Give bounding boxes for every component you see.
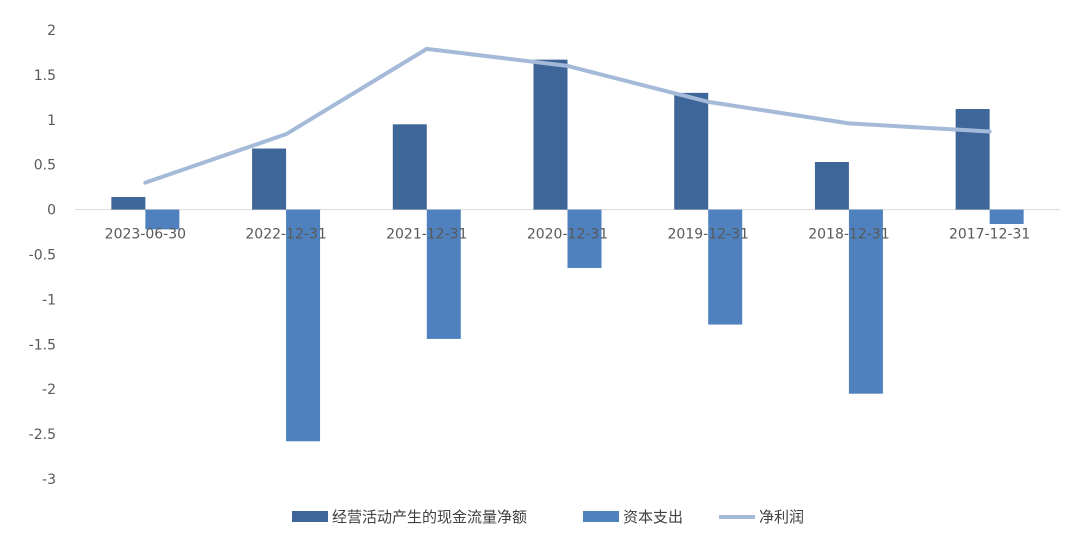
legend-label: 净利润 [759,508,804,526]
legend-operating-cash-flow: 经营活动产生的现金流量净额 [292,508,527,526]
x-tick-label: 2018-12-31 [808,227,889,243]
operating-cash-flow-bar [814,162,849,210]
legend-label: 资本支出 [623,508,683,526]
operating-cash-flow-bar [674,92,709,210]
capex-bar [848,209,883,394]
legend-label: 经营活动产生的现金流量净额 [332,508,527,526]
capex-bar [989,209,1024,224]
bars [111,59,1024,442]
legend-swatch [292,511,328,522]
legend-swatch [583,511,619,522]
y-tick-label: 0.5 [34,158,56,174]
capex-bar [567,209,602,268]
y-tick-label: -3 [42,472,56,488]
y-tick-label: 1.5 [34,68,56,84]
legend-net-profit: 净利润 [719,508,804,526]
x-tick-label: 2020-12-31 [527,227,608,243]
x-tick-label: 2017-12-31 [949,227,1030,243]
y-tick-label: 0 [47,203,56,219]
y-tick-label: -1.5 [29,337,56,353]
operating-cash-flow-bar [111,197,146,210]
capex-bar [286,209,321,442]
y-tick-label: -0.5 [29,248,56,264]
y-tick-label: 2 [47,23,56,39]
y-tick-label: -2 [42,382,56,398]
y-tick-label: -1 [42,292,56,308]
operating-cash-flow-bar [533,59,568,210]
operating-cash-flow-bar [392,124,427,210]
x-tick-label: 2022-12-31 [245,227,326,243]
net-profit-line-series [143,46,992,185]
legend-capex: 资本支出 [583,508,683,526]
x-axis-tick-labels: 2023-06-30 2022-12-31 2021-12-31 2020-12-31… [105,227,1031,243]
x-tick-label: 2019-12-31 [668,227,749,243]
x-tick-label: 2023-06-30 [105,227,186,243]
y-axis-tick-labels: 2 1.5 1 0.5 0 -0.5 -1 -1.5 -2 -2.5 -3 [29,23,56,488]
operating-cash-flow-bar [955,109,990,210]
capex-bar [145,209,180,230]
y-tick-label: 1 [47,113,56,129]
capex-bar [426,209,461,339]
net-profit-line [143,46,992,185]
operating-cash-flow-bar [252,148,287,210]
y-tick-label: -2.5 [29,427,56,443]
legend: 经营活动产生的现金流量净额 资本支出 净利润 [292,508,804,526]
x-tick-label: 2021-12-31 [386,227,467,243]
capex-bar [708,209,743,325]
